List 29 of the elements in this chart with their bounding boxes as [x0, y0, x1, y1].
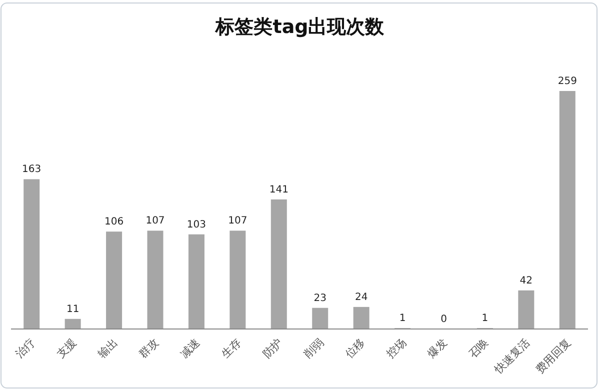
- data-label: 259: [558, 76, 577, 87]
- data-label: 141: [269, 184, 288, 196]
- x-tick-label: 控场: [384, 336, 409, 361]
- chart-title: 标签类tag出现次数: [214, 16, 386, 38]
- data-label: 1: [399, 313, 406, 324]
- data-label: 103: [186, 219, 206, 230]
- x-tick-label: 生存: [219, 336, 244, 361]
- x-tick-label: 爆发: [425, 336, 450, 361]
- data-label: 11: [66, 304, 80, 315]
- data-label: 0: [440, 314, 447, 325]
- data-label: 106: [104, 216, 124, 228]
- x-tick-label: 治疗: [12, 336, 38, 361]
- data-label: 42: [520, 275, 533, 286]
- x-tick-label: 快速复活: [491, 336, 532, 377]
- x-tick-label: 位移: [342, 336, 368, 361]
- x-tick-label: 输出: [95, 336, 120, 361]
- data-label: 107: [228, 216, 248, 227]
- x-tick-label: 召唤: [466, 336, 492, 361]
- data-label: 1: [482, 313, 488, 324]
- x-tick-label: 支援: [54, 336, 79, 361]
- data-label: 23: [314, 292, 326, 304]
- x-tick-label: 群攻: [136, 336, 162, 361]
- data-label: 24: [354, 292, 368, 303]
- data-label: 107: [146, 216, 165, 227]
- x-tick-label: 削弱: [301, 336, 326, 361]
- x-tick-label: 减速: [178, 336, 203, 361]
- x-tick-label: 费用回复: [533, 336, 574, 376]
- x-tick-label: 防护: [260, 336, 286, 361]
- data-label: 163: [22, 164, 42, 176]
